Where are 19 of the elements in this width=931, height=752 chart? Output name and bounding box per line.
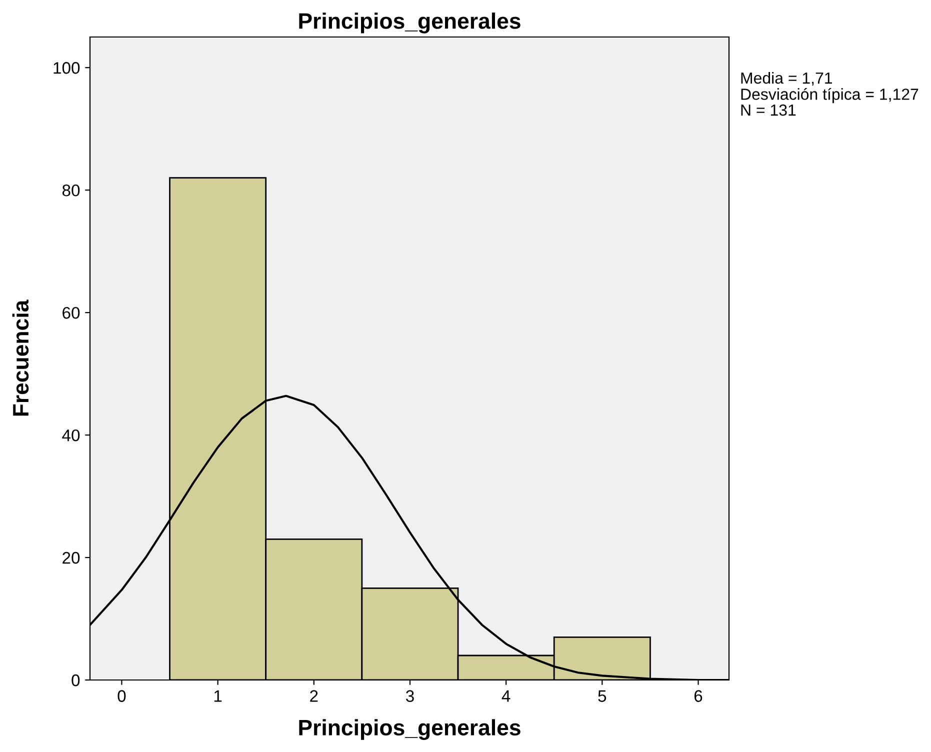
text: N = 131 [741, 104, 796, 116]
x-tick-label: 0 [118, 690, 126, 702]
x-tick-label: 5 [598, 690, 606, 702]
y-tick-label: 20 [62, 552, 80, 564]
text: Desviación típica = 1,127 [741, 88, 918, 104]
x-axis-title: Principios_generales [299, 719, 520, 740]
y-tick-label: 60 [62, 306, 80, 319]
y-tick-label: 80 [62, 184, 80, 196]
x-tick-label: 6 [694, 690, 702, 702]
chart-title: Principios_generales [299, 12, 520, 34]
y-axis-title: Frecuencia [12, 300, 29, 416]
text: Media = 1,71 [741, 72, 832, 86]
y-tick-label: 40 [62, 429, 80, 442]
x-tick-label: 3 [406, 690, 414, 702]
y-tick-label: 0 [72, 674, 80, 686]
x-tick-label: 1 [214, 690, 222, 702]
x-tick-label: 2 [310, 690, 318, 702]
x-tick-label: 4 [502, 690, 510, 702]
y-tick-label: 100 [54, 62, 80, 74]
